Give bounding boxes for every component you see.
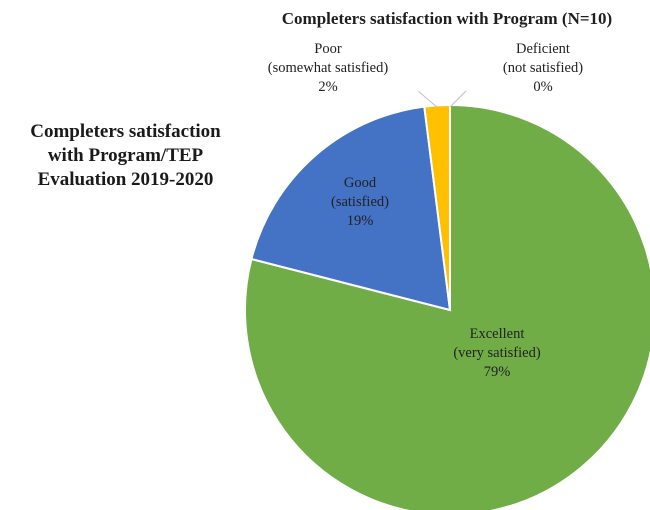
side-title-line3: Evaluation 2019-2020 bbox=[37, 169, 214, 190]
pie-slice-good bbox=[250, 105, 452, 312]
data-label-deficient-line3: 0% bbox=[533, 79, 552, 95]
data-label-poor-line2: (somewhat satisfied) bbox=[268, 60, 389, 76]
side-title: Completers satisfaction with Program/TEP… bbox=[8, 120, 243, 192]
leader-line-poor bbox=[418, 91, 438, 108]
data-label-good-line3: 19% bbox=[347, 213, 374, 229]
data-label-good: Good (satisfied) 19% bbox=[331, 175, 389, 229]
data-label-deficient-line2: (not satisfied) bbox=[503, 60, 583, 76]
pie-slice-poor bbox=[423, 103, 451, 311]
data-label-good-line1: Good bbox=[344, 175, 377, 191]
data-label-poor-line1: Poor bbox=[314, 41, 342, 57]
side-title-line1: Completers satisfaction bbox=[30, 121, 221, 142]
data-label-poor-line3: 2% bbox=[318, 79, 337, 95]
data-label-good-line2: (satisfied) bbox=[331, 194, 389, 210]
chart-title: Completers satisfaction with Program (N=… bbox=[282, 9, 612, 28]
data-label-excellent-line2: (very satisfied) bbox=[453, 345, 541, 361]
pie-slice-excellent bbox=[244, 103, 650, 510]
data-label-excellent-line1: Excellent bbox=[470, 326, 525, 342]
data-label-excellent-line3: 79% bbox=[484, 364, 511, 380]
leader-line-deficient bbox=[449, 90, 467, 108]
data-label-poor: Poor (somewhat satisfied) 2% bbox=[268, 41, 389, 95]
data-label-deficient: Deficient (not satisfied) 0% bbox=[503, 41, 583, 95]
data-label-deficient-line1: Deficient bbox=[516, 41, 570, 57]
side-title-line2: with Program/TEP bbox=[47, 145, 204, 166]
data-label-excellent: Excellent (very satisfied) 79% bbox=[453, 326, 541, 380]
